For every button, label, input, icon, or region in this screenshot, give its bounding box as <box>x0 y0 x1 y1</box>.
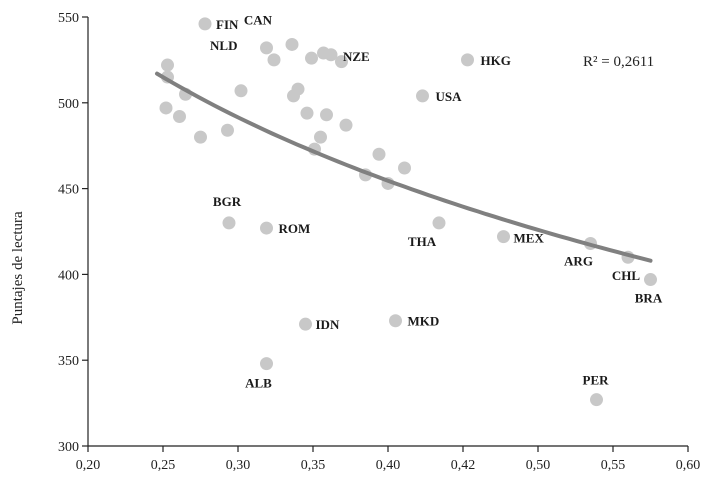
point-label: CAN <box>244 12 273 27</box>
x-tick-label: 0,40 <box>376 458 401 473</box>
data-point <box>267 53 281 67</box>
x-tick-label: 0,55 <box>601 458 626 473</box>
y-tick-label: 350 <box>58 354 79 369</box>
x-ticks: 0,20 0,25 0,30 0,35 0,40 0,42 0,50 0,55 0,60 <box>76 446 701 473</box>
data-point <box>461 53 474 67</box>
y-axis-title: Puntajes de lectura <box>10 211 26 325</box>
point-label: NLD <box>210 38 237 53</box>
x-tick-label: 0,20 <box>76 458 101 473</box>
point-labels: FIN NLD CAN NZE HKG USA BGR ROM THA MEX ARG CHL BRA I… <box>210 12 663 390</box>
r-squared-annotation: R² = 0,2611 <box>583 54 654 70</box>
trend-line <box>155 71 653 263</box>
data-point <box>299 317 312 331</box>
data-point <box>305 51 318 65</box>
y-tick-label: 500 <box>58 97 79 112</box>
y-ticks: 300 350 400 450 500 550 <box>58 11 88 455</box>
x-tick-label: 0,42 <box>451 458 476 473</box>
data-point <box>372 147 386 161</box>
data-point <box>222 216 236 230</box>
data-point <box>320 108 333 122</box>
x-tick-label: 0,50 <box>526 458 551 473</box>
data-point <box>398 161 411 175</box>
data-point <box>260 221 273 235</box>
data-point <box>173 110 186 124</box>
y-tick-label: 450 <box>58 183 79 198</box>
data-point <box>234 84 248 98</box>
point-label: HKG <box>481 53 511 68</box>
x-tick-label: 0,30 <box>226 458 251 473</box>
data-point <box>260 357 273 371</box>
x-tick-label: 0,60 <box>676 458 701 473</box>
point-label: BGR <box>213 194 242 209</box>
y-tick-label: 550 <box>58 11 79 26</box>
data-point <box>590 393 603 407</box>
data-point <box>389 314 402 328</box>
point-label: NZE <box>343 49 370 64</box>
data-point <box>300 106 314 120</box>
data-point <box>194 130 207 144</box>
y-tick-label: 400 <box>58 268 79 283</box>
point-label: THA <box>408 234 437 249</box>
point-label: USA <box>436 89 463 104</box>
point-label: ARG <box>564 254 593 269</box>
point-label: PER <box>583 373 610 388</box>
point-label: BRA <box>635 291 663 306</box>
data-point <box>161 58 174 72</box>
point-label: MKD <box>408 314 440 329</box>
data-point <box>432 216 446 230</box>
data-point <box>221 123 234 137</box>
data-point <box>335 55 348 69</box>
data-points <box>159 17 657 407</box>
point-label: MEX <box>514 231 545 246</box>
y-tick-label: 300 <box>58 440 79 455</box>
x-tick-label: 0,35 <box>301 458 326 473</box>
data-point <box>260 41 273 55</box>
data-point <box>644 273 657 287</box>
point-label: CHL <box>612 268 641 283</box>
data-point <box>314 130 327 144</box>
point-label: FIN <box>216 17 239 32</box>
data-point <box>497 230 510 244</box>
y-axis-title-group: Puntajes de lectura <box>10 211 26 325</box>
data-point <box>416 89 429 103</box>
point-label: ALB <box>245 376 272 391</box>
data-point <box>159 101 173 115</box>
data-point <box>291 82 305 96</box>
point-label: ROM <box>279 221 311 236</box>
data-point <box>198 17 212 31</box>
data-point <box>285 37 299 51</box>
x-tick-label: 0,25 <box>151 458 176 473</box>
data-point <box>339 118 353 132</box>
data-point <box>317 46 330 60</box>
point-label: IDN <box>316 317 340 332</box>
